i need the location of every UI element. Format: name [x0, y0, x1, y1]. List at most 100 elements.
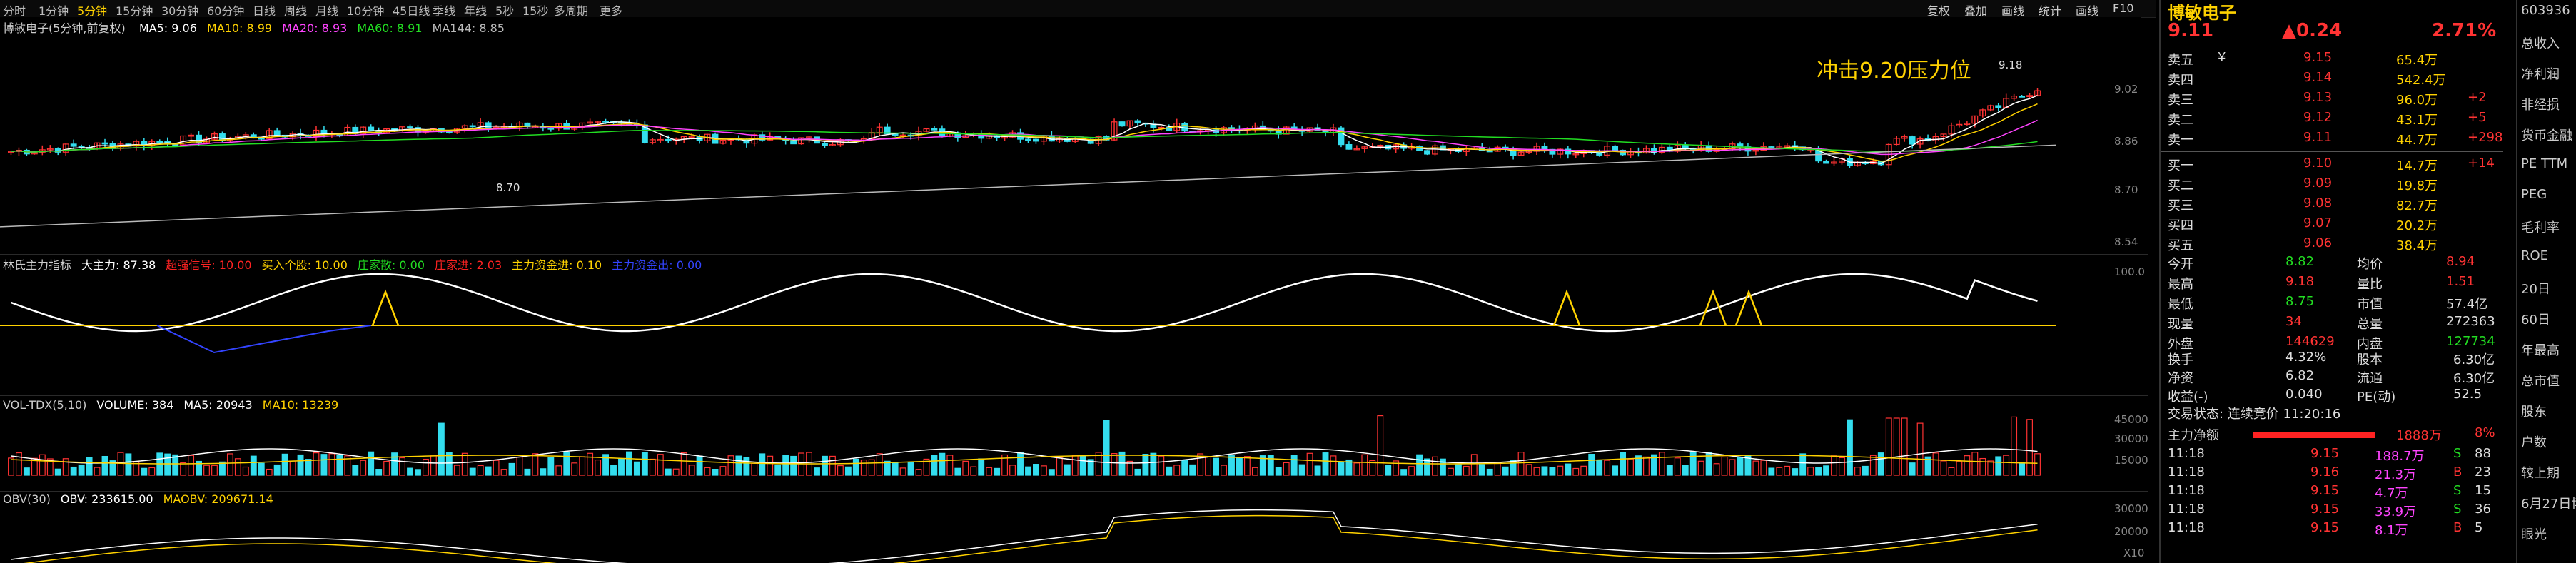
- tick-row[interactable]: 11:18 9.15 33.9万 S 36: [2161, 502, 2503, 519]
- price-change-pct: 2.71%: [2432, 20, 2497, 41]
- order-delta: +5: [2468, 110, 2487, 125]
- period-tab[interactable]: 周线: [284, 4, 308, 18]
- volume-bar: [1533, 467, 1540, 476]
- candlestick: [1901, 136, 1908, 139]
- toolbar-button[interactable]: 叠加: [1964, 4, 1988, 18]
- tick-row[interactable]: 11:18 9.15 8.1万 B 5: [2161, 520, 2503, 538]
- candlestick: [407, 126, 413, 128]
- f10-item[interactable]: 总收入: [2521, 36, 2560, 51]
- capital-out-line: [156, 325, 372, 354]
- toolbar-button[interactable]: 画线: [2001, 4, 2025, 18]
- volume-bar: [1150, 452, 1157, 476]
- f10-item[interactable]: 6月27日博: [2521, 497, 2576, 512]
- f10-item[interactable]: 毛利率: [2521, 220, 2560, 235]
- f10-item[interactable]: 净利润: [2521, 67, 2560, 82]
- candlestick: [360, 126, 367, 134]
- period-tab[interactable]: 月线: [315, 4, 339, 18]
- f10-item[interactable]: 年最高: [2521, 343, 2560, 358]
- period-tab[interactable]: 多周期: [554, 4, 589, 18]
- candlestick: [1345, 143, 1353, 150]
- f10-item[interactable]: 总市值: [2521, 374, 2560, 389]
- period-tab[interactable]: 30分钟: [161, 4, 199, 18]
- stat-value: 6.30亿: [2453, 352, 2495, 367]
- volume-bar: [1854, 467, 1861, 476]
- kline-chart-area[interactable]: 博敏电子(5分钟,前复权) MA5: 9.06 MA10: 8.99 MA20: 8…: [0, 17, 2148, 563]
- pane-divider: [0, 254, 2148, 255]
- period-tab[interactable]: 季线: [433, 4, 456, 18]
- candlestick: [1995, 105, 2002, 108]
- obv-legend-item: OBV(30): [3, 492, 51, 506]
- period-tab[interactable]: 分时: [3, 4, 26, 18]
- candlestick: [273, 130, 281, 136]
- f10-item[interactable]: 60日: [2521, 313, 2550, 328]
- toolbar-button[interactable]: 统计: [2039, 4, 2062, 18]
- period-tab[interactable]: 5分钟: [77, 4, 108, 18]
- period-tab[interactable]: 10分钟: [347, 4, 385, 18]
- candlestick: [1956, 123, 1963, 126]
- toolbar-button[interactable]: F10: [2113, 1, 2134, 15]
- volume-bar: [1776, 467, 1783, 476]
- period-tab[interactable]: 更多: [600, 4, 623, 18]
- volume-bar: [1189, 464, 1196, 476]
- f10-item[interactable]: 20日: [2521, 282, 2550, 297]
- period-tab[interactable]: 1分钟: [39, 4, 69, 18]
- volume-bar: [1847, 419, 1853, 476]
- toolbar-button[interactable]: 画线: [2076, 4, 2099, 18]
- volume-bar: [1009, 465, 1016, 476]
- f10-item[interactable]: 非经损: [2521, 98, 2560, 113]
- tick-row[interactable]: 11:18 9.15 188.7万 S 88: [2161, 446, 2503, 464]
- volume-bar: [500, 469, 507, 476]
- candlestick: [1916, 138, 1924, 145]
- f10-item[interactable]: 货币金融: [2521, 128, 2572, 143]
- tick-price: 9.16: [2310, 465, 2340, 480]
- order-volume: 20.2万: [2396, 218, 2438, 233]
- f10-item[interactable]: 眼光: [2521, 527, 2547, 542]
- volume-bar: [915, 469, 922, 476]
- period-tab[interactable]: 5秒: [495, 4, 515, 18]
- f10-item[interactable]: 603936: [2521, 3, 2570, 18]
- volume-bar: [1768, 467, 1775, 476]
- volume-bar: [970, 466, 977, 476]
- price-change: ▲0.24: [2282, 20, 2343, 41]
- volume-bar: [1306, 452, 1313, 476]
- volume-bar: [641, 452, 648, 476]
- f10-item[interactable]: PEG: [2521, 187, 2547, 202]
- volume-bar: [16, 452, 22, 476]
- candlestick: [657, 138, 664, 141]
- tick-row[interactable]: 11:18 9.16 21.3万 B 23: [2161, 465, 2503, 482]
- volume-bar: [328, 453, 335, 476]
- f10-item[interactable]: ROE: [2521, 248, 2549, 263]
- f10-item[interactable]: 股东: [2521, 405, 2547, 420]
- stat-row: 净资 6.82 流通 6.30亿: [2161, 368, 2503, 386]
- tick-time: 11:18: [2168, 483, 2205, 498]
- volume-bar: [1330, 455, 1337, 476]
- volume-bar: [1338, 462, 1345, 476]
- order-price: 9.12: [2303, 110, 2333, 125]
- f10-item[interactable]: 户数: [2521, 435, 2547, 450]
- volume-bar: [1205, 456, 1212, 476]
- candlestick: [266, 130, 273, 139]
- period-tab[interactable]: 日线: [253, 4, 276, 18]
- period-tab[interactable]: 年线: [464, 4, 488, 18]
- volume-bar: [1643, 456, 1650, 476]
- period-tab[interactable]: 45日线: [393, 4, 430, 18]
- candlestick: [1823, 160, 1829, 164]
- f10-item[interactable]: 较上期: [2521, 466, 2560, 481]
- volume-bar: [1243, 456, 1251, 476]
- candlestick: [806, 136, 812, 139]
- stat-value: 8.82: [2285, 254, 2315, 269]
- period-tab[interactable]: 60分钟: [207, 4, 245, 18]
- tick-price: 9.15: [2310, 520, 2340, 535]
- f10-item[interactable]: PE TTM: [2521, 156, 2568, 171]
- order-volume: 96.0万: [2396, 93, 2438, 108]
- volume-bar: [1017, 452, 1024, 476]
- order-delta: +2: [2468, 90, 2487, 105]
- volume-bar: [1729, 459, 1736, 476]
- period-tab[interactable]: 15秒: [522, 4, 549, 18]
- chart-svg[interactable]: [0, 17, 2141, 563]
- tick-row[interactable]: 11:18 9.15 4.7万 S 15: [2161, 483, 2503, 501]
- toolbar-button[interactable]: 复权: [1927, 4, 1951, 18]
- period-tab[interactable]: 15分钟: [116, 4, 153, 18]
- volume-bar: [1213, 457, 1219, 476]
- buy-signal-mark: [1734, 289, 1763, 326]
